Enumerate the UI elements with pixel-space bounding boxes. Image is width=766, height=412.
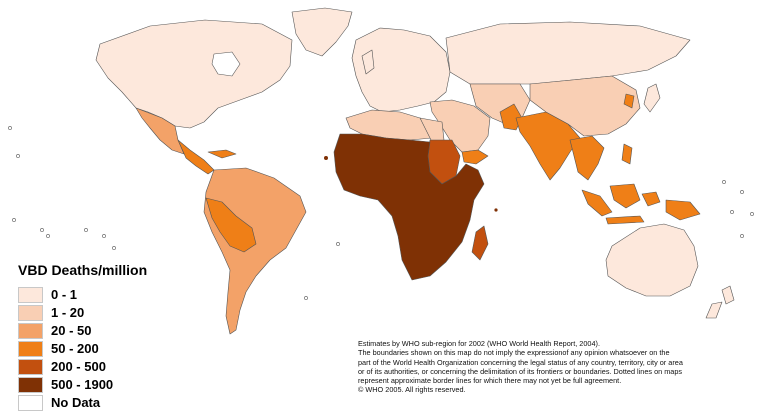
note-line: part of the World Health Organization co… [358, 357, 683, 367]
world-map [8, 7, 754, 335]
legend-item: 0 - 1 [18, 286, 188, 303]
region-north-america [95, 19, 293, 129]
legend-label: 0 - 1 [51, 287, 78, 302]
region-yemen [461, 149, 489, 165]
region-china [529, 75, 641, 137]
legend-swatch [18, 340, 43, 357]
note-line: Estimates by WHO sub-region for 2002 (WH… [358, 339, 600, 348]
region-korea [623, 93, 635, 109]
island-dot-dark [324, 156, 328, 160]
island-dot [112, 246, 116, 250]
legend-item: No Data [18, 394, 188, 411]
island-dot [46, 234, 50, 238]
legend-label: 500 - 1900 [51, 377, 114, 392]
island-dot [8, 126, 12, 130]
region-indonesia-5 [605, 215, 645, 225]
region-bolivia-peru [205, 197, 257, 253]
region-uk [361, 49, 375, 75]
region-greenland [291, 7, 353, 57]
legend-item: 200 - 500 [18, 358, 188, 375]
note-line: or of its authorities, or concerning the… [358, 366, 683, 376]
island-dot [16, 154, 20, 158]
legend-label: No Data [51, 395, 101, 410]
legend-item: 50 - 200 [18, 340, 188, 357]
region-australia [605, 223, 699, 297]
region-japan [643, 83, 661, 113]
region-mexico [135, 107, 185, 155]
island-dot [740, 190, 744, 194]
region-new-zealand-2 [705, 301, 723, 319]
island-dot [102, 234, 106, 238]
region-madagascar [471, 225, 489, 261]
island-dot [84, 228, 88, 232]
island-dot [12, 218, 16, 222]
island-dot [722, 180, 726, 184]
region-southeast-asia [569, 135, 605, 181]
region-indonesia-4 [665, 199, 701, 221]
region-indonesia-2 [609, 183, 641, 209]
island-dot [336, 242, 340, 246]
region-new-zealand-1 [721, 285, 735, 305]
island-dot-dark [494, 208, 498, 212]
note-line: The boundaries shown on this map do not … [358, 348, 670, 358]
region-europe [351, 27, 451, 113]
island-dot [750, 212, 754, 216]
note-line: represent approximate border lines for w… [358, 376, 622, 386]
region-indonesia-1 [581, 189, 613, 217]
legend-items: 0 - 1 1 - 20 20 - 50 50 - 200 200 - 500 500 -… [18, 286, 188, 411]
region-indonesia-3 [641, 191, 661, 207]
region-russia [445, 21, 691, 85]
legend-label: 200 - 500 [51, 359, 106, 374]
legend-swatch [18, 376, 43, 393]
legend-swatch [18, 322, 43, 339]
note-line: © WHO 2005. All rights reserved. [358, 385, 466, 395]
hudson-bay [211, 51, 241, 77]
region-sub-saharan-africa [333, 133, 485, 281]
source-note: Estimates by WHO sub-region for 2002 (WH… [358, 339, 762, 395]
legend-title: VBD Deaths/million [18, 262, 148, 278]
region-central-america [177, 139, 215, 175]
island-dot [740, 234, 744, 238]
legend-label: 20 - 50 [51, 323, 92, 338]
legend-swatch [18, 304, 43, 321]
island-dot [730, 210, 734, 214]
region-caribbean [207, 149, 237, 159]
island-dot [304, 296, 308, 300]
legend-label: 50 - 200 [51, 341, 99, 356]
region-philippines [621, 143, 633, 165]
region-south-america [203, 167, 307, 335]
legend-label: 1 - 20 [51, 305, 85, 320]
legend-swatch [18, 358, 43, 375]
legend-swatch [18, 394, 43, 411]
legend-item: 500 - 1900 [18, 376, 188, 393]
legend-item: 1 - 20 [18, 304, 188, 321]
map-legend: VBD Deaths/million 0 - 1 1 - 20 20 - 50 50 … [18, 262, 188, 412]
island-dot [40, 228, 44, 232]
legend-swatch [18, 286, 43, 303]
legend-item: 20 - 50 [18, 322, 188, 339]
